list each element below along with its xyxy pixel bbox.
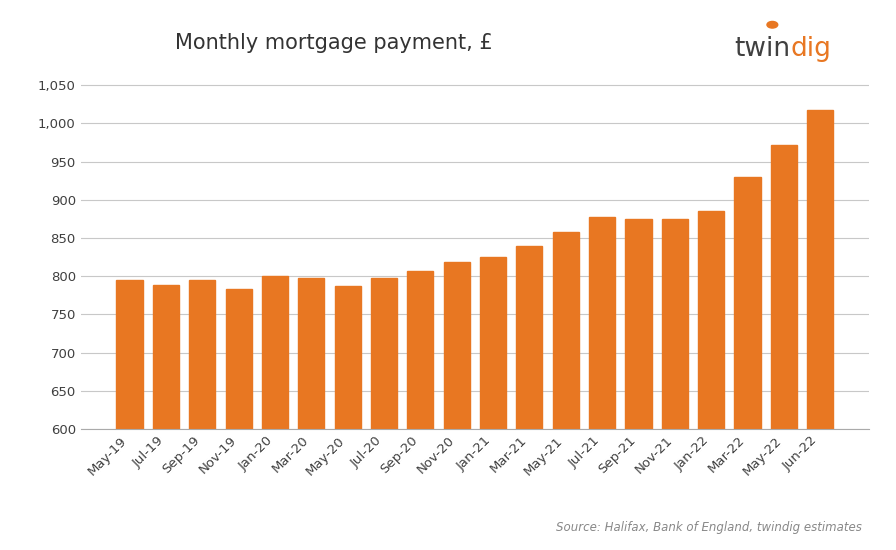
Bar	[662, 219, 688, 429]
Bar	[226, 289, 252, 429]
Bar	[807, 109, 833, 429]
Text: Monthly mortgage payment, £: Monthly mortgage payment, £	[176, 34, 493, 53]
Bar	[480, 257, 506, 429]
Bar	[408, 271, 434, 429]
Bar	[553, 232, 579, 429]
Bar	[153, 285, 179, 429]
Bar	[625, 219, 651, 429]
Bar	[371, 278, 397, 429]
Bar	[444, 262, 470, 429]
Bar	[735, 177, 761, 429]
Bar	[116, 280, 142, 429]
Text: dig: dig	[790, 36, 831, 62]
Text: twin: twin	[735, 36, 791, 62]
Bar	[298, 278, 324, 429]
Bar	[189, 280, 215, 429]
Bar	[334, 286, 361, 429]
Bar	[589, 217, 616, 429]
Bar	[262, 276, 288, 429]
Bar	[771, 145, 797, 429]
Bar	[516, 246, 542, 429]
Text: Source: Halifax, Bank of England, twindig estimates: Source: Halifax, Bank of England, twindi…	[556, 520, 861, 534]
Bar	[698, 211, 724, 429]
